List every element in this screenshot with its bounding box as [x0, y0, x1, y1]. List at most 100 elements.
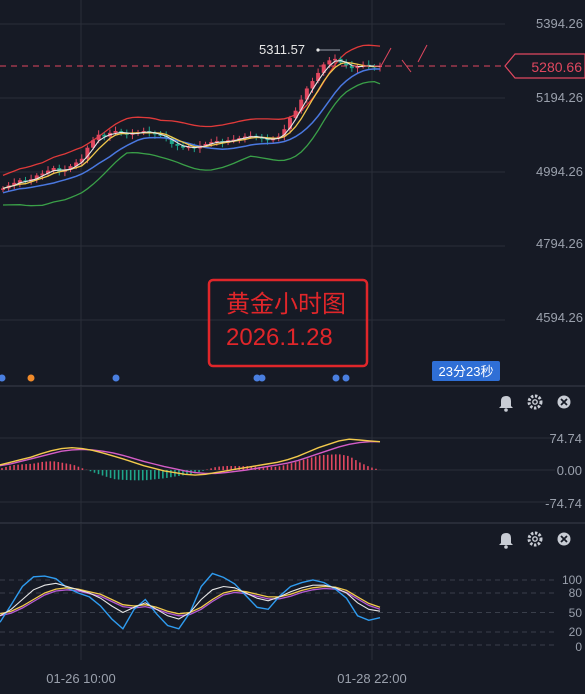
- event-markers: [0, 374, 350, 382]
- gear-icon[interactable]: [527, 394, 543, 410]
- macd-panel[interactable]: 74.74 0.00 -74.74: [0, 386, 582, 523]
- event-marker[interactable]: [342, 374, 350, 382]
- candle-body: [299, 99, 304, 111]
- candle-body: [332, 58, 337, 61]
- kdj-level-label: 100: [562, 573, 582, 587]
- kdj-panel[interactable]: 100 80 50 20 0: [0, 523, 582, 660]
- kdj-violet-line: [0, 587, 381, 617]
- candle-body: [327, 60, 332, 65]
- event-marker[interactable]: [27, 374, 35, 382]
- candle-timer: 23分23秒: [432, 361, 500, 381]
- candle-body: [34, 175, 39, 180]
- candle-body: [181, 145, 186, 148]
- time-tick: 01-28 22:00: [337, 671, 406, 686]
- candle-body: [79, 158, 84, 163]
- kdj-level-label: 50: [569, 606, 583, 620]
- candle-body: [304, 88, 309, 100]
- annotation-date: 2026.1.28: [226, 324, 333, 351]
- candle-body: [186, 146, 191, 149]
- macd-lines: [0, 438, 381, 476]
- candle-body: [287, 118, 292, 130]
- bell-icon[interactable]: [499, 396, 513, 412]
- kdj-level-label: 80: [569, 586, 583, 600]
- bollinger-lower-line: [2, 80, 381, 207]
- bell-icon[interactable]: [499, 533, 513, 549]
- candle-body: [276, 136, 281, 139]
- macd-level-label: -74.74: [545, 496, 582, 511]
- candle-body: [175, 143, 180, 146]
- candle-body: [23, 180, 28, 182]
- candle-body: [68, 166, 73, 170]
- close-icon[interactable]: [557, 532, 571, 546]
- candle-body: [316, 72, 321, 82]
- candle-timer-text: 23分23秒: [439, 364, 494, 379]
- ma-slow-line: [2, 68, 381, 194]
- candle-body: [46, 170, 51, 174]
- candle-body: [102, 134, 107, 137]
- candle-body: [51, 168, 56, 171]
- price-axis: 5394.26 5194.26 4994.26 4794.26 4594.26: [536, 16, 583, 325]
- candle-body: [203, 143, 208, 146]
- candle-body: [242, 136, 247, 139]
- time-axis: 01-26 10:00 01-28 22:00: [46, 671, 406, 686]
- annotation-box: 黄金小时图 2026.1.28: [207, 278, 369, 368]
- candle-body: [96, 134, 101, 141]
- current-price-value: 5280.66: [531, 59, 582, 75]
- macd-toolbar: [499, 394, 571, 412]
- candle-body: [12, 182, 17, 186]
- event-marker[interactable]: [0, 374, 6, 382]
- event-marker[interactable]: [112, 374, 120, 382]
- main-price-panel[interactable]: 5394.26 5194.26 4994.26 4794.26 4594.26 …: [0, 0, 585, 386]
- high-marker: 5311.57: [259, 42, 340, 57]
- high-marker-dot: [316, 48, 320, 52]
- event-marker[interactable]: [332, 374, 340, 382]
- macd-grid: [0, 386, 555, 523]
- candle-body: [349, 65, 354, 69]
- current-price-tag: 5280.66: [504, 53, 585, 79]
- candle-body: [164, 135, 169, 139]
- candle-body: [113, 131, 118, 133]
- annotation-title: 黄金小时图: [226, 291, 346, 318]
- macd-level-label: 74.74: [549, 431, 582, 446]
- candle-body: [17, 180, 22, 183]
- candle-body: [321, 64, 326, 73]
- macd-dea-line: [0, 441, 380, 475]
- candle-body: [152, 132, 157, 135]
- candle-body: [310, 81, 315, 89]
- event-marker[interactable]: [258, 374, 266, 382]
- price-tick: 4994.26: [536, 164, 583, 179]
- candle-body: [355, 66, 360, 69]
- candle-body: [74, 162, 79, 167]
- price-tick: 4794.26: [536, 236, 583, 251]
- time-tick: 01-26 10:00: [46, 671, 115, 686]
- candle-body: [169, 138, 174, 144]
- projection-lines: [380, 44, 428, 73]
- event-marker[interactable]: [253, 374, 261, 382]
- kdj-toolbar: [499, 531, 571, 549]
- candle-body: [1, 188, 5, 190]
- close-icon[interactable]: [557, 395, 571, 409]
- candle-body: [344, 62, 349, 66]
- high-marker-value: 5311.57: [259, 42, 305, 57]
- candle-body: [293, 110, 298, 119]
- candle-body: [91, 140, 96, 148]
- gear-icon[interactable]: [527, 531, 543, 547]
- kdj-level-label: 0: [575, 640, 582, 654]
- candle-body: [40, 173, 45, 176]
- macd-level-label: 0.00: [557, 463, 582, 478]
- candle-body: [214, 141, 219, 143]
- candle-body: [259, 137, 264, 139]
- kdj-grid: [0, 523, 555, 660]
- candle-body: [209, 142, 214, 144]
- candle-body: [85, 147, 90, 159]
- candle-body: [282, 129, 287, 137]
- candle-body: [141, 131, 146, 133]
- candle-body: [158, 134, 163, 136]
- candle-body: [231, 139, 236, 141]
- kdj-lines: [0, 572, 381, 630]
- kdj-k-line: [0, 582, 381, 620]
- candle-body: [265, 138, 270, 141]
